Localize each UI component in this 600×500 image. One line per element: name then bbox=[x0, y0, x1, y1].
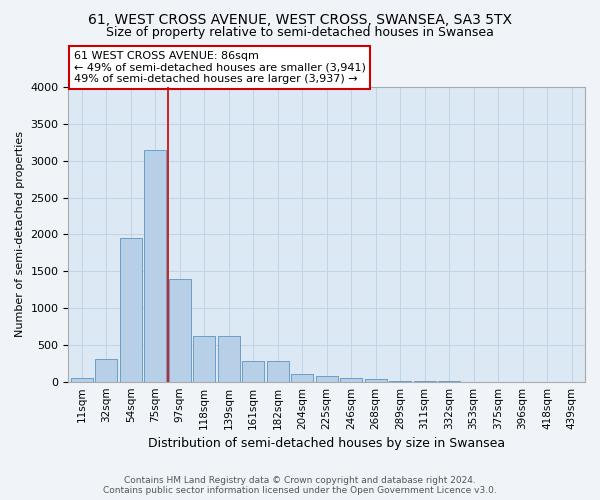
Bar bbox=[169, 280, 191, 382]
Y-axis label: Number of semi-detached properties: Number of semi-detached properties bbox=[15, 132, 25, 338]
Bar bbox=[291, 374, 313, 382]
Bar bbox=[145, 150, 166, 382]
Bar bbox=[242, 360, 264, 382]
Bar bbox=[316, 376, 338, 382]
Bar bbox=[365, 380, 386, 382]
Bar bbox=[218, 336, 240, 382]
Text: Size of property relative to semi-detached houses in Swansea: Size of property relative to semi-detach… bbox=[106, 26, 494, 39]
Bar bbox=[340, 378, 362, 382]
Bar bbox=[120, 238, 142, 382]
X-axis label: Distribution of semi-detached houses by size in Swansea: Distribution of semi-detached houses by … bbox=[148, 437, 505, 450]
Bar bbox=[267, 360, 289, 382]
Bar bbox=[95, 359, 118, 382]
Bar bbox=[193, 336, 215, 382]
Bar bbox=[71, 378, 93, 382]
Bar bbox=[389, 381, 411, 382]
Text: 61 WEST CROSS AVENUE: 86sqm
← 49% of semi-detached houses are smaller (3,941)
49: 61 WEST CROSS AVENUE: 86sqm ← 49% of sem… bbox=[74, 51, 365, 84]
Text: 61, WEST CROSS AVENUE, WEST CROSS, SWANSEA, SA3 5TX: 61, WEST CROSS AVENUE, WEST CROSS, SWANS… bbox=[88, 12, 512, 26]
Text: Contains HM Land Registry data © Crown copyright and database right 2024.
Contai: Contains HM Land Registry data © Crown c… bbox=[103, 476, 497, 495]
